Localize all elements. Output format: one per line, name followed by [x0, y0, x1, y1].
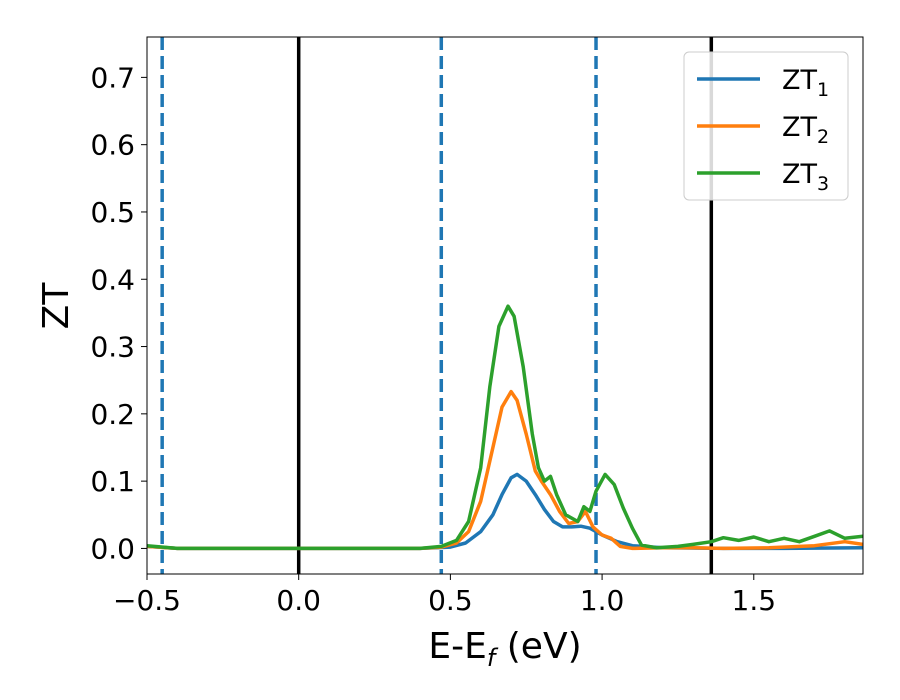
y-tick-label: 0.7: [90, 61, 135, 94]
y-tick-label: 0.5: [90, 196, 135, 229]
y-axis-label: ZT: [36, 282, 77, 330]
plot-frame: [146, 36, 864, 575]
x-tick-label: 0.5: [428, 584, 473, 617]
legend-box: [683, 51, 849, 201]
legend-label-zt1: ZT1: [782, 65, 829, 101]
x-tick-label: 0.0: [276, 584, 321, 617]
series-line-zt2: [147, 389, 863, 551]
legend: ZT1 ZT2 ZT3: [683, 51, 849, 201]
x-axis-ticks: −0.5 0.0 0.5 1.0 1.5: [113, 574, 776, 617]
legend-label-zt3: ZT3: [782, 159, 829, 195]
x-axis-label-main: E-E: [428, 626, 486, 667]
y-axis-ticks: 0.0 0.1 0.2 0.3 0.4 0.5 0.6 0.7: [90, 61, 147, 565]
series-line-zt3: [147, 304, 863, 551]
y-tick-label: 0.4: [90, 263, 135, 296]
x-tick-label: 1.0: [580, 584, 625, 617]
series-line-zt1: [147, 472, 863, 551]
y-tick-label: 0.6: [90, 129, 135, 162]
series-lines: [147, 304, 863, 551]
legend-label-zt2: ZT2: [782, 112, 829, 148]
x-tick-label: −0.5: [113, 584, 181, 617]
x-tick-label: 1.5: [732, 584, 777, 617]
y-tick-label: 0.3: [90, 331, 135, 364]
reference-lines: [160, 37, 714, 574]
y-tick-label: 0.0: [90, 532, 135, 565]
y-tick-label: 0.2: [90, 398, 135, 431]
x-axis-label: E-Ef (eV): [428, 626, 581, 672]
y-tick-label: 0.1: [90, 465, 135, 498]
x-axis-label-unit: (eV): [495, 626, 581, 667]
